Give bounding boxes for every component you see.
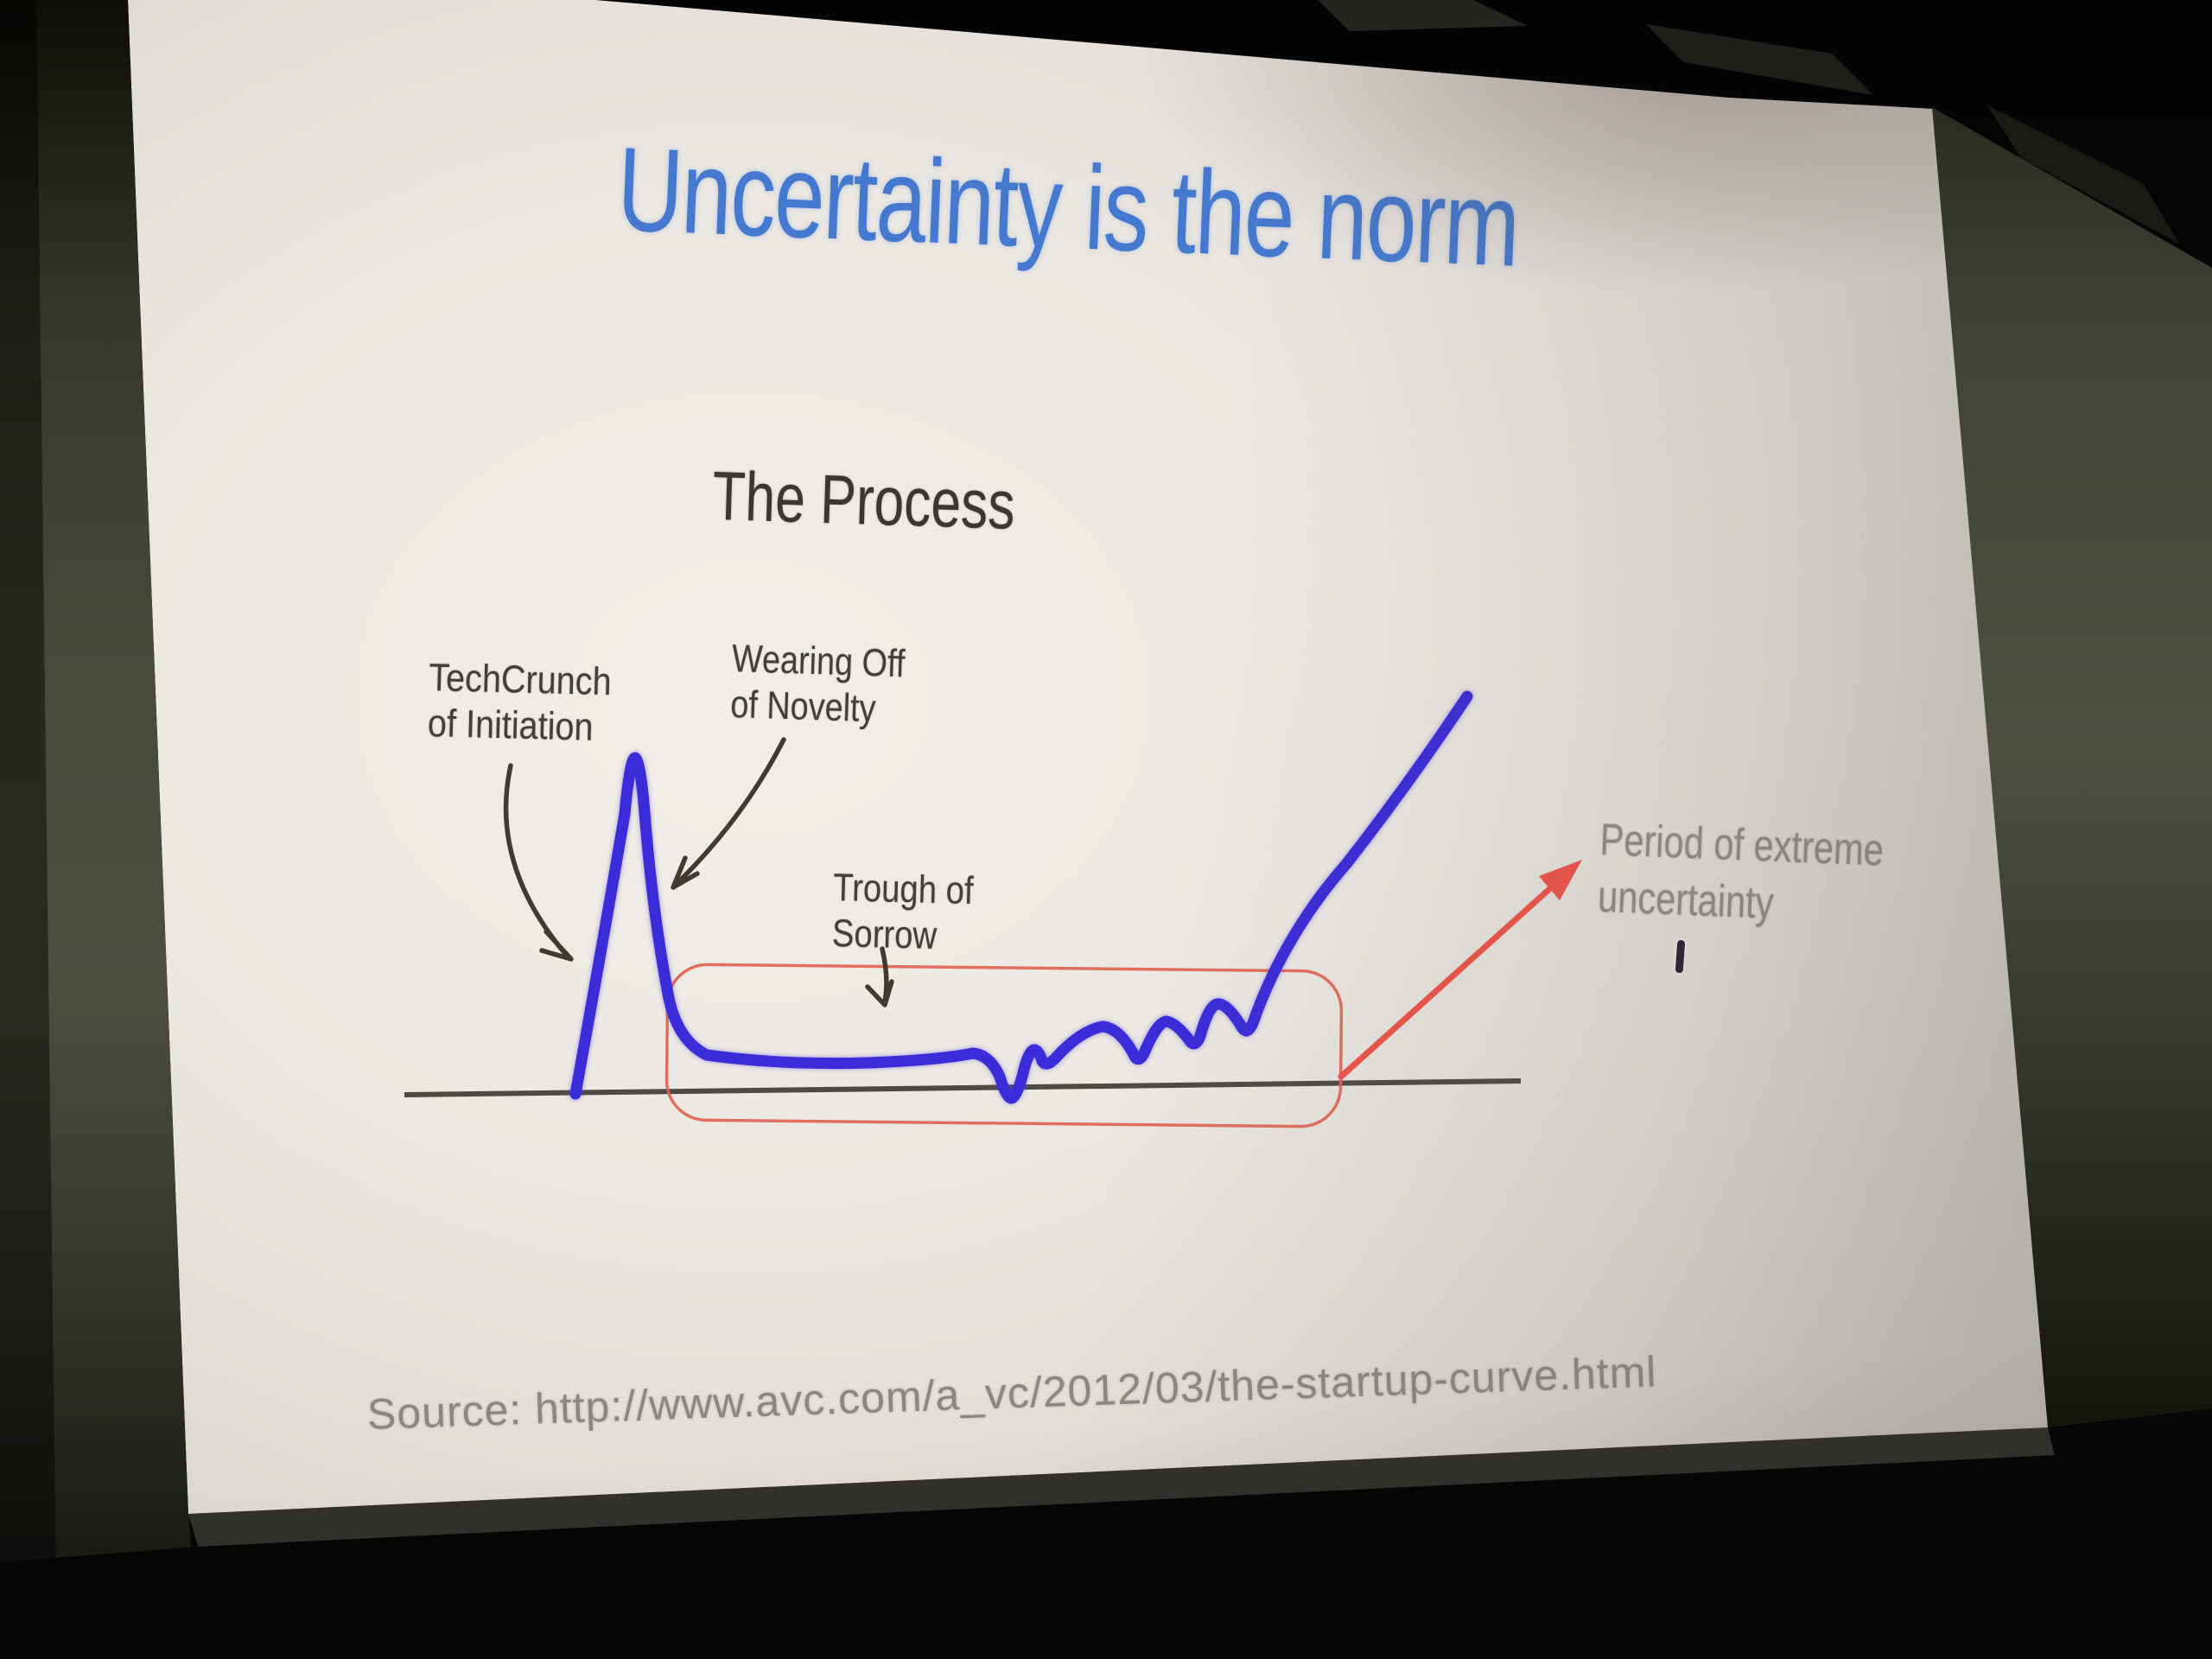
trough-arrowhead [865,979,894,1007]
annotation-wearing-off-of-novelty: Wearing Off of Novelty [729,635,906,731]
annotation-period-of-extreme-uncertainty: Period of extreme uncertainty [1597,814,1885,929]
techcrunch-arrowhead [539,929,574,962]
startup-curve [569,690,1473,1104]
uncertainty-arrowhead [1539,860,1582,900]
axis-baseline [404,1078,1522,1097]
wearingoff-arrowhead [671,855,700,890]
wearingoff-arrow [673,737,786,887]
uncertainty-arrow [1338,871,1569,1080]
annotation-techcrunch-of-initiation: TechCrunch of Initiation [427,654,613,749]
trough-highlight-box [664,963,1344,1128]
chart-heading: The Process [711,456,1017,543]
annotation-trough-of-sorrow: Trough of Sorrow [831,864,975,958]
techcrunch-arrow [503,763,569,958]
